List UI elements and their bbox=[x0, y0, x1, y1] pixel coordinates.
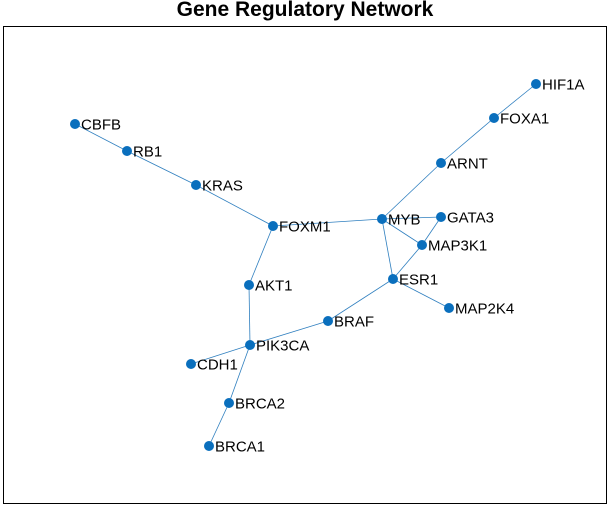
edge-esr1-braf bbox=[327, 278, 394, 322]
node-label-myb: MYB bbox=[388, 212, 421, 229]
node-label-cbfb: CBFB bbox=[81, 117, 121, 134]
edge-gata3-map3k1 bbox=[421, 216, 442, 246]
node-label-map3k1: MAP3K1 bbox=[428, 238, 487, 255]
node-brca1 bbox=[204, 441, 214, 451]
plot-frame bbox=[3, 26, 607, 504]
edge-rb1-kras bbox=[126, 150, 197, 186]
edge-brca2-brca1 bbox=[208, 402, 230, 447]
node-rb1 bbox=[122, 146, 132, 156]
edge-esr1-map2k4 bbox=[392, 278, 450, 309]
node-label-hif1a: HIF1A bbox=[542, 77, 585, 94]
node-akt1 bbox=[244, 280, 254, 290]
node-cdh1 bbox=[186, 359, 196, 369]
node-kras bbox=[191, 180, 201, 190]
node-label-cdh1: CDH1 bbox=[197, 357, 238, 374]
node-label-pik3ca: PIK3CA bbox=[256, 338, 309, 355]
edge-foxm1-myb bbox=[272, 218, 383, 227]
edge-map3k1-esr1 bbox=[392, 244, 423, 280]
edge-hif1a-foxa1 bbox=[493, 83, 537, 119]
node-label-rb1: RB1 bbox=[133, 144, 162, 161]
node-label-kras: KRAS bbox=[202, 178, 243, 195]
node-label-foxm1: FOXM1 bbox=[279, 219, 331, 236]
node-pik3ca bbox=[245, 340, 255, 350]
node-label-arnt: ARNT bbox=[447, 156, 488, 173]
node-label-foxa1: FOXA1 bbox=[500, 111, 549, 128]
node-gata3 bbox=[436, 212, 446, 222]
edge-myb-esr1 bbox=[381, 218, 394, 280]
node-foxa1 bbox=[489, 113, 499, 123]
node-label-esr1: ESR1 bbox=[399, 272, 438, 289]
edge-arnt-myb bbox=[381, 162, 442, 220]
edge-myb-gata3 bbox=[381, 216, 442, 220]
node-esr1 bbox=[388, 274, 398, 284]
node-foxm1 bbox=[268, 221, 278, 231]
edge-pik3ca-brca2 bbox=[228, 344, 251, 404]
edge-kras-foxm1 bbox=[195, 184, 274, 227]
node-label-akt1: AKT1 bbox=[255, 278, 293, 295]
edge-foxm1-akt1 bbox=[248, 225, 274, 286]
node-braf bbox=[323, 316, 333, 326]
edge-akt1-pik3ca bbox=[248, 284, 251, 346]
node-label-gata3: GATA3 bbox=[447, 210, 494, 227]
node-brca2 bbox=[224, 398, 234, 408]
node-map3k1 bbox=[417, 240, 427, 250]
node-label-braf: BRAF bbox=[334, 314, 374, 331]
node-myb bbox=[377, 214, 387, 224]
node-map2k4 bbox=[444, 303, 454, 313]
node-label-brca2: BRCA2 bbox=[235, 396, 285, 413]
node-cbfb bbox=[70, 119, 80, 129]
nodes-layer: HIF1A FOXA1 ARNT CBFB RB1 KRAS FOXM1 MYB GATA3 MA… bbox=[70, 77, 585, 456]
edge-cbfb-rb1 bbox=[74, 123, 128, 152]
node-arnt bbox=[436, 158, 446, 168]
node-hif1a bbox=[531, 79, 541, 89]
edge-braf-pik3ca bbox=[249, 320, 329, 346]
edge-pik3ca-cdh1 bbox=[190, 344, 251, 365]
edge-foxa1-arnt bbox=[440, 117, 495, 164]
edge-myb-map3k1 bbox=[381, 218, 423, 246]
node-label-brca1: BRCA1 bbox=[215, 439, 265, 456]
chart-title: Gene Regulatory Network bbox=[176, 0, 434, 21]
edges-layer bbox=[74, 83, 537, 447]
node-label-map2k4: MAP2K4 bbox=[455, 301, 514, 318]
